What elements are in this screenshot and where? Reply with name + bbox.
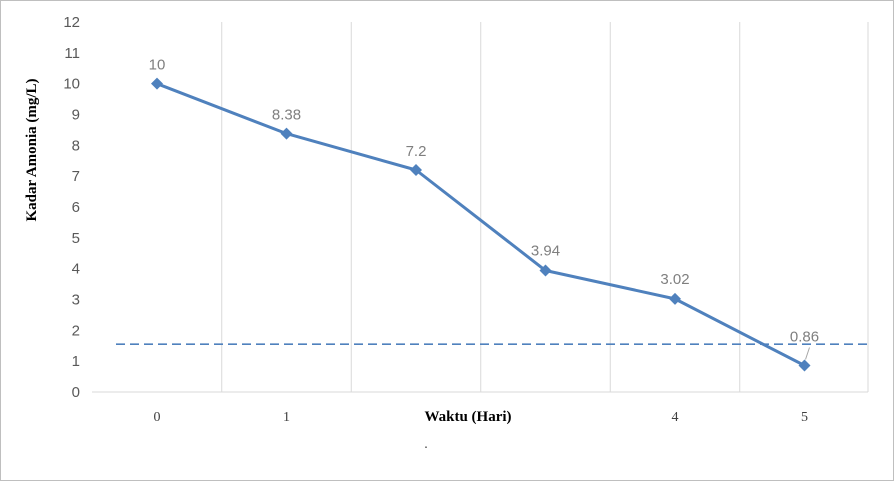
x-axis-ticks: 0 1 4 5 <box>154 410 809 425</box>
x-tick-label: 0 <box>154 410 161 425</box>
footnote-dot: . <box>424 437 428 452</box>
y-tick-label: 6 <box>72 199 80 216</box>
data-label: 7.2 <box>406 143 427 160</box>
y-tick-label: 5 <box>72 230 80 247</box>
x-tick-label: 1 <box>283 410 290 425</box>
y-tick-label: 9 <box>72 107 80 124</box>
data-label: 3.02 <box>660 271 689 288</box>
y-tick-label: 1 <box>72 353 80 370</box>
y-tick-label: 10 <box>63 76 80 93</box>
vertical-gridlines <box>221 22 869 392</box>
data-point-marker <box>798 359 811 372</box>
data-label: 10 <box>149 57 166 74</box>
data-point-marker <box>539 264 552 277</box>
y-tick-label: 12 <box>63 14 80 31</box>
y-tick-label: 8 <box>72 137 80 154</box>
data-point-marker <box>151 77 163 90</box>
data-points <box>151 77 811 372</box>
series-line <box>156 82 806 367</box>
y-tick-label: 2 <box>72 322 80 339</box>
y-tick-label: 11 <box>64 45 80 62</box>
data-label: 3.94 <box>531 243 560 260</box>
x-tick-label: 5 <box>801 410 808 425</box>
y-axis-title: Kadar Amonia (mg/L) <box>24 78 40 221</box>
y-tick-label: 3 <box>72 292 80 309</box>
data-label: 8.38 <box>272 107 301 124</box>
data-labels: 10 8.38 7.2 3.94 3.02 0.86 <box>149 57 819 360</box>
y-tick-label: 4 <box>72 261 80 278</box>
y-tick-label: 7 <box>72 168 80 185</box>
data-point-marker <box>669 292 681 305</box>
data-point-marker <box>410 164 422 176</box>
data-point-marker <box>280 127 293 140</box>
label-leader-line <box>805 347 810 360</box>
y-tick-label: 0 <box>72 384 80 401</box>
x-tick-label: 4 <box>672 410 679 425</box>
data-label: 0.86 <box>790 328 819 345</box>
x-axis-title: Waktu (Hari) <box>424 409 511 425</box>
